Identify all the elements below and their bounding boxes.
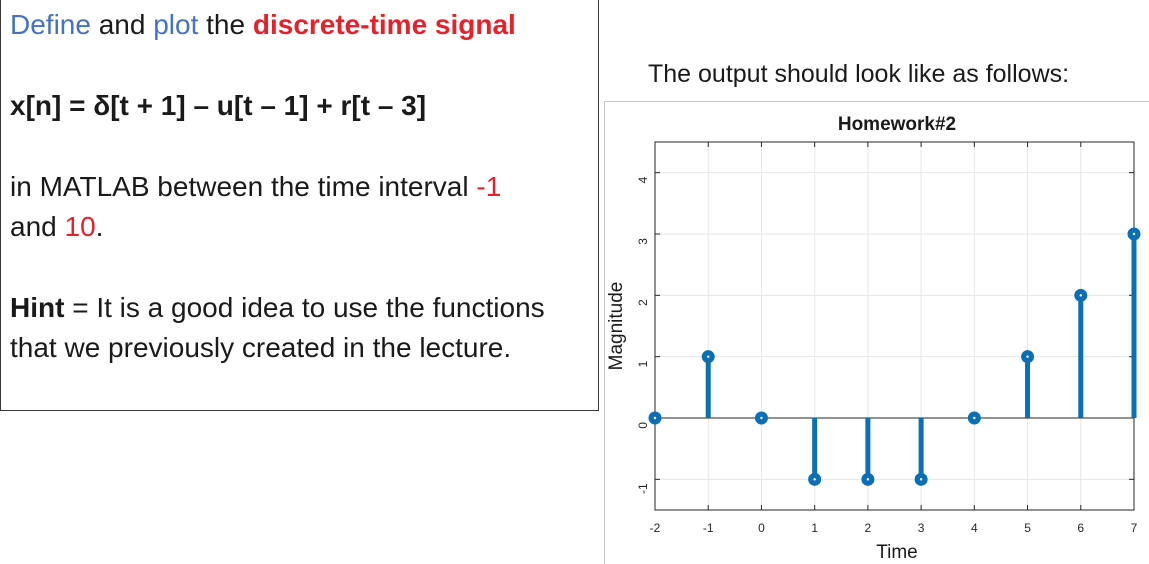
stems <box>648 227 1141 486</box>
x-tick-label: -1 <box>703 521 714 535</box>
the-word: the <box>198 9 253 40</box>
stem-marker-center <box>919 478 923 481</box>
stem-marker-center <box>866 478 870 481</box>
signal-formula: x[n] = δ[t + 1] – u[t – 1] + r[t – 3] <box>10 90 427 121</box>
y-tick-label: 1 <box>636 360 650 367</box>
y-tick-label: 2 <box>636 299 650 306</box>
stem-marker-center <box>653 416 657 420</box>
x-tick-label: -2 <box>650 521 661 535</box>
interval-and: and <box>10 211 65 242</box>
stem-marker-center <box>1079 294 1082 297</box>
x-tick-label: 3 <box>918 521 925 535</box>
y-axis-label: Magnitude <box>606 282 627 371</box>
task-line: Define and plot the discrete-time signal <box>10 5 598 45</box>
y-tick-label: -1 <box>636 483 650 494</box>
axis-ticks: -2 -1 0 1 2 3 4 5 6 7 -1 0 1 2 3 4 <box>636 142 1138 535</box>
x-tick-label: 6 <box>1077 521 1084 535</box>
output-caption: The output should look like as follows: <box>648 60 1070 88</box>
stem-marker-center <box>1132 232 1136 236</box>
hint-text: Hint = It is a good idea to use the func… <box>10 288 598 368</box>
interval-suffix: . <box>95 211 104 242</box>
stem-marker-center <box>1026 355 1029 358</box>
x-tick-label: 0 <box>758 521 765 535</box>
interval-text: in MATLAB between the time interval -1 an… <box>10 167 598 247</box>
plot-area <box>654 141 1135 511</box>
and-word: and <box>90 9 154 40</box>
x-tick-label: 4 <box>971 521 978 535</box>
stem-marker-center <box>760 416 763 420</box>
y-tick-label: 4 <box>636 176 650 183</box>
x-axis-label: Time <box>876 542 918 563</box>
y-tick-label: 3 <box>636 238 650 245</box>
plot-word: plot <box>153 9 199 40</box>
interval-end: 10 <box>64 211 96 242</box>
x-tick-label: 1 <box>811 521 818 535</box>
instructions-box: Define and plot the discrete-time signal… <box>0 0 599 411</box>
y-tick-label: 0 <box>636 422 650 429</box>
stem-marker-center <box>973 416 976 420</box>
stem-plot: Homework#2 -2 -1 0 1 2 3 4 5 6 7 -1 0 1 2 3 4 Time Magn… <box>606 114 1141 563</box>
hint-body: = It is a good idea to use the functions… <box>10 292 545 363</box>
plot-title: Homework#2 <box>838 114 956 135</box>
x-tick-label: 5 <box>1024 521 1031 535</box>
x-tick-label: 7 <box>1131 521 1138 535</box>
hint-label: Hint <box>10 292 65 323</box>
stem-marker-center <box>707 355 710 358</box>
x-tick-label: 2 <box>865 521 872 535</box>
grid-lines <box>654 142 1135 510</box>
interval-prefix: in MATLAB between the time interval <box>10 171 477 202</box>
interval-start: -1 <box>476 171 502 202</box>
signal-phrase: discrete-time signal <box>252 9 516 40</box>
stem-marker-center <box>813 478 816 481</box>
define-word: Define <box>10 9 91 40</box>
stem-plot-figure: Homework#2 -2 -1 0 1 2 3 4 5 6 7 -1 0 1 2 3 4 Time Magn… <box>604 101 1149 564</box>
